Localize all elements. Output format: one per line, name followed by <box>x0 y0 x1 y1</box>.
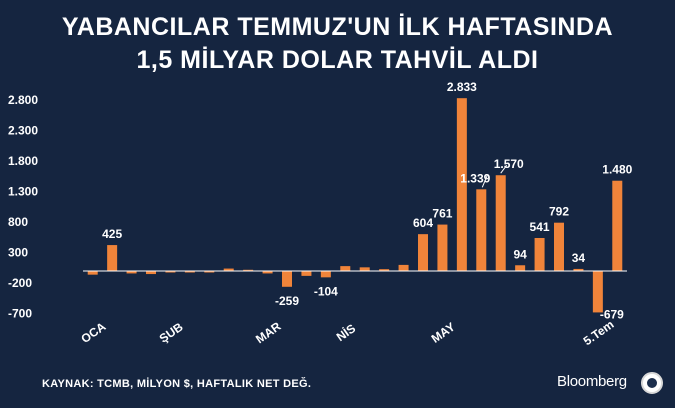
bar <box>282 271 292 287</box>
data-label: 792 <box>549 205 569 219</box>
bar <box>146 271 156 275</box>
y-tick-label: -200 <box>8 276 32 290</box>
data-label: 1.570 <box>494 157 524 171</box>
bar <box>184 271 195 273</box>
label-leader-line <box>500 164 508 174</box>
bar <box>340 266 351 271</box>
y-tick-label: 1.800 <box>8 154 38 168</box>
bar <box>165 271 176 273</box>
bar <box>204 271 215 273</box>
y-tick-label: 800 <box>8 215 28 229</box>
bar <box>301 271 312 276</box>
bar <box>418 234 428 271</box>
bar <box>534 237 545 271</box>
x-tick-label: OCA <box>78 319 108 346</box>
bar <box>126 271 137 274</box>
bar <box>379 269 390 271</box>
bar <box>495 175 506 271</box>
bar <box>592 271 603 313</box>
data-label: 541 <box>530 220 550 234</box>
bar <box>262 271 273 274</box>
x-tick-label: ŞUB <box>157 320 186 346</box>
data-label: 34 <box>572 251 586 265</box>
data-label: -259 <box>275 294 299 308</box>
x-tick-label: NİS <box>333 320 358 344</box>
x-tick-label: 5.Tem <box>581 317 617 348</box>
x-tick-label: MAR <box>253 319 284 346</box>
x-tick-label: MAY <box>429 320 458 346</box>
y-tick-label: 2.300 <box>8 124 38 138</box>
chart-title-line-1: YABANCILAR TEMMUZ'UN İLK HAFTASINDA <box>61 13 614 41</box>
data-label: -679 <box>600 307 624 321</box>
data-label: 2.833 <box>447 80 477 94</box>
y-tick-label: 2.800 <box>8 93 38 107</box>
bar <box>223 268 234 271</box>
bar <box>554 222 564 271</box>
y-tick-label: -700 <box>8 307 32 321</box>
y-tick-label: 300 <box>8 246 28 260</box>
bar <box>456 98 467 271</box>
bar <box>476 189 487 271</box>
y-tick-label: 1.300 <box>8 185 38 199</box>
bar <box>612 180 623 271</box>
bloomberg-logo: Bloomberg <box>557 373 627 390</box>
data-label: 604 <box>413 216 433 230</box>
bar <box>437 224 448 271</box>
bar <box>515 265 526 271</box>
bar <box>107 245 118 271</box>
data-label: 761 <box>432 207 452 221</box>
bar <box>573 268 584 271</box>
data-label: 425 <box>102 227 122 241</box>
data-label: 1.339 <box>460 171 490 185</box>
chart-title-line-2: 1,5 MİLYAR DOLAR TAHVİL ALDI <box>136 46 539 74</box>
bar <box>398 264 409 271</box>
bar <box>320 271 331 278</box>
data-label: -104 <box>314 284 338 298</box>
label-leader-line <box>481 175 488 188</box>
source-note: KAYNAK: TCMB, MİLYON $, HAFTALIK NET DEĞ… <box>42 378 312 390</box>
data-label: 1.480 <box>602 163 632 177</box>
data-label: 94 <box>513 247 527 261</box>
bar <box>87 271 98 275</box>
bar <box>359 267 370 271</box>
ht-logo-icon <box>641 372 663 394</box>
